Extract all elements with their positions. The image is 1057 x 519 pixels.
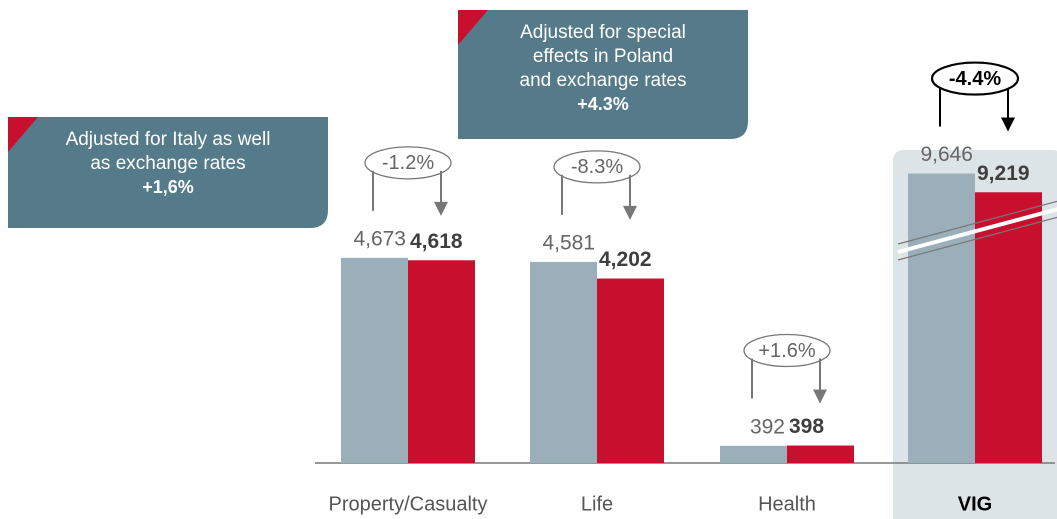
callout-text: and exchange rates xyxy=(520,70,687,91)
change-bubble xyxy=(743,333,831,368)
change-arrowhead xyxy=(1001,117,1015,132)
axis-break xyxy=(897,200,1057,245)
callout-text: Adjusted for Italy as well xyxy=(66,129,271,150)
bar xyxy=(720,445,787,463)
bar xyxy=(787,445,854,463)
change-bubble xyxy=(553,150,641,184)
change-label: +1.6% xyxy=(758,340,815,362)
callout: Adjusted for special effects in Poland and… xyxy=(458,10,748,139)
callout-text: Adjusted for special xyxy=(520,22,686,43)
value-label: 4,673 xyxy=(353,227,406,250)
change-bubble xyxy=(364,146,452,180)
bar xyxy=(530,261,597,463)
bar xyxy=(908,173,975,464)
value-label: 4,581 xyxy=(542,231,595,254)
callout-text: as exchange rates xyxy=(90,153,245,174)
callout-box xyxy=(458,10,748,139)
x-tick-label: Life xyxy=(581,493,613,515)
axis-break xyxy=(897,207,1057,254)
change-bubble xyxy=(930,61,1020,96)
callout-value: +1,6% xyxy=(142,177,194,197)
bar xyxy=(408,260,475,463)
bar xyxy=(341,257,408,463)
value-label: 398 xyxy=(789,415,824,438)
callout-box xyxy=(8,117,328,228)
value-label: 9,219 xyxy=(977,162,1030,185)
callout-corner xyxy=(8,117,38,152)
callout: Adjusted for Italy as well as exchange ra… xyxy=(8,117,328,228)
change-arrowhead xyxy=(434,201,448,216)
bar xyxy=(975,192,1042,464)
callout-value: +4.3% xyxy=(577,94,629,114)
change-arrowhead xyxy=(623,205,637,220)
change-label: -1.2% xyxy=(382,152,434,174)
value-label: 4,618 xyxy=(410,230,463,253)
x-tick-label: VIG xyxy=(958,493,992,515)
axis-break xyxy=(897,216,1057,261)
change-label: -4.4% xyxy=(949,68,1001,90)
change-arrowhead xyxy=(813,389,827,404)
value-label: 9,646 xyxy=(920,143,973,166)
x-tick-label: Property/Casualty xyxy=(329,493,488,515)
bar xyxy=(597,278,664,463)
value-label: 392 xyxy=(750,415,785,438)
callout-text: effects in Poland xyxy=(533,46,673,67)
value-label: 4,202 xyxy=(599,248,652,271)
change-label: -8.3% xyxy=(571,156,623,178)
x-tick-label: Health xyxy=(758,493,816,515)
callout-corner xyxy=(458,10,488,45)
